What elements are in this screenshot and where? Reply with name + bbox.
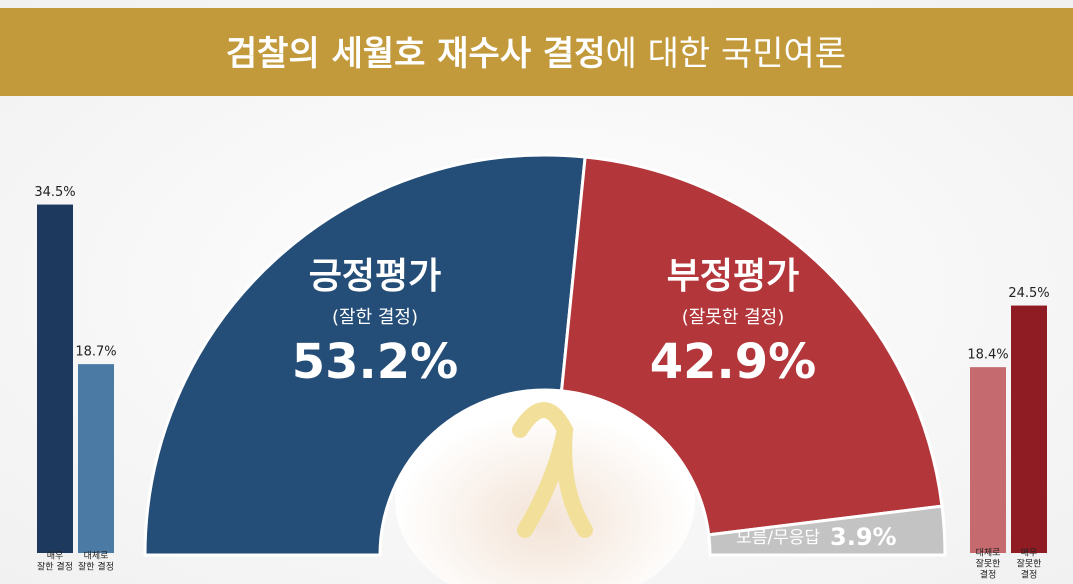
charts: 긍정평가 (잘한 결정) 53.2% 부정평가 (잘못한 결정) 42.9% 모름/무응답 3… xyxy=(34,153,1050,581)
title: 검찰의 세월호 재수사 결정에 대한 국민여론 xyxy=(226,34,846,74)
bar-label: 매우 xyxy=(47,551,64,562)
segment-sublabel: (잘한 결정) xyxy=(332,307,418,328)
bar-label: 잘한 결정 xyxy=(37,561,73,573)
segment-value: 3.9% xyxy=(830,523,897,551)
title-band xyxy=(0,8,1073,96)
bar-label: 잘못한 xyxy=(976,558,1001,570)
bar-label: 결정 xyxy=(980,570,997,581)
donut-segment xyxy=(559,155,944,537)
bar-value-label: 18.7% xyxy=(75,345,116,360)
bar xyxy=(970,367,1006,553)
bar-label: 잘한 결정 xyxy=(78,561,114,573)
ribbon xyxy=(512,402,593,538)
donut-segment xyxy=(143,153,587,557)
bar-value-label: 18.4% xyxy=(967,348,1008,363)
bar-label: 매우 xyxy=(1021,548,1038,559)
bar-label: 결정 xyxy=(1021,570,1038,581)
segment-sublabel: (잘못한 결정) xyxy=(682,307,785,328)
segment-label: 모름/무응답 xyxy=(736,528,820,548)
segment-label: 부정평가 xyxy=(667,256,799,297)
bar-value-label: 34.5% xyxy=(34,185,75,200)
title-bold: 검찰의 세월호 재수사 결정 xyxy=(226,34,606,74)
title-rest: 에 대한 국민여론 xyxy=(606,34,847,74)
bar-label: 잘못한 xyxy=(1017,558,1042,570)
bar-label: 대체로 xyxy=(976,548,1001,559)
donut-segment xyxy=(707,504,947,557)
bar-value-label: 24.5% xyxy=(1008,286,1049,301)
bar xyxy=(78,364,114,553)
segment-value: 53.2% xyxy=(292,334,459,390)
bar-label: 대체로 xyxy=(84,551,109,562)
segment-value: 42.9% xyxy=(650,334,817,390)
segment-label: 긍정평가 xyxy=(309,256,441,297)
bar xyxy=(37,204,73,554)
bar xyxy=(1011,305,1047,553)
